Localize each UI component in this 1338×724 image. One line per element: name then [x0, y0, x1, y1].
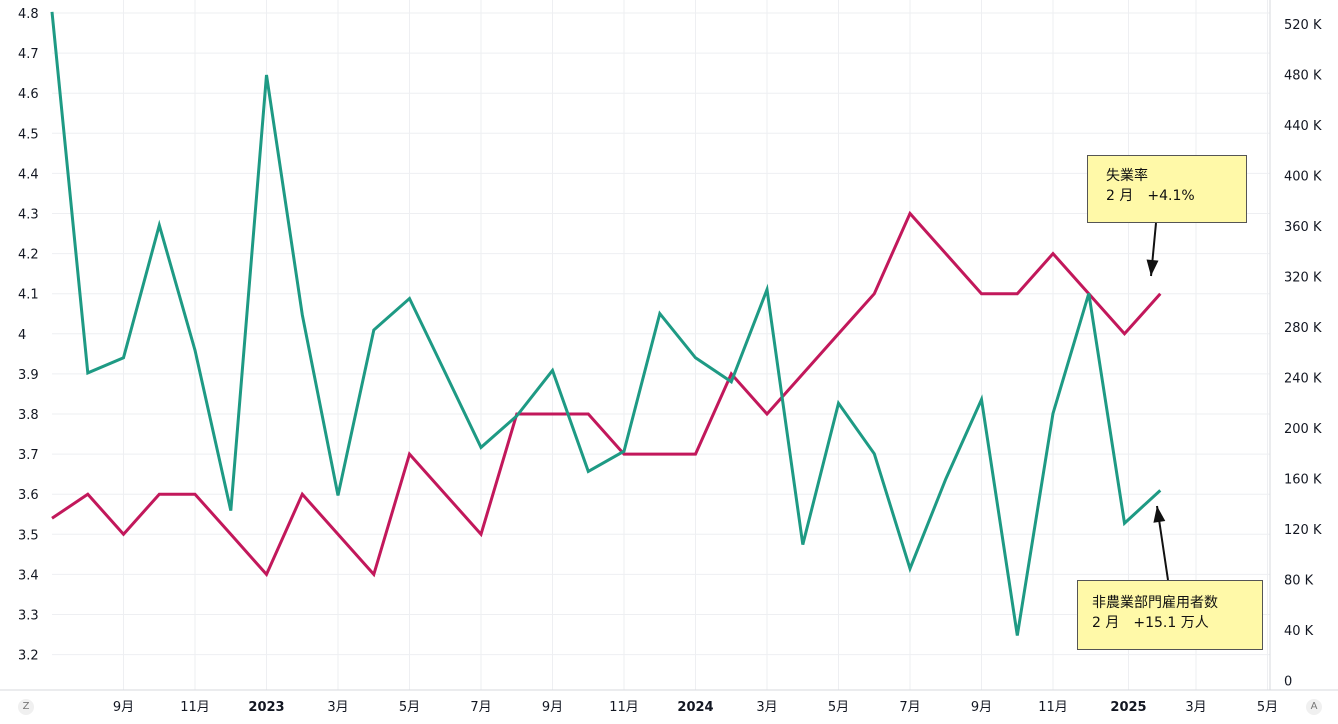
right-tick-label: 0	[1284, 675, 1292, 690]
x-tick-label: 9月	[113, 700, 134, 715]
x-tick-label: 5月	[1257, 700, 1278, 715]
right-tick-label: 520 K	[1284, 18, 1322, 33]
left-tick-label: 3.2	[18, 649, 39, 664]
annotation-payrolls-text: 2 月 +15.1 万人	[1092, 615, 1209, 631]
left-tick-label: 3.5	[18, 528, 39, 543]
x-tick-label: 2024	[677, 700, 713, 715]
arrow-payrolls-head	[1153, 506, 1166, 523]
left-tick-label: 3.3	[18, 609, 39, 624]
left-tick-label: 4.7	[18, 47, 39, 62]
right-tick-label: 400 K	[1284, 170, 1322, 185]
series-line-payrolls	[50, 11, 1162, 636]
x-tick-label: 2025	[1110, 700, 1146, 715]
x-axis: 9月 11月 2023 3月 5月 7月 9月 11月 2024 3月 5月 7月 9月 11月 2025 3…	[0, 689, 1338, 715]
x-tick-label: 9月	[542, 700, 563, 715]
annotation-payrolls: 非農業部門雇用者数 2 月 +15.1 万人	[1077, 580, 1263, 650]
left-tick-label: 3.6	[18, 488, 39, 503]
arrow-unemployment-head	[1146, 259, 1159, 276]
x-tick-label: 2023	[248, 700, 284, 715]
x-tick-label: 7月	[470, 700, 491, 715]
right-tick-label: 40 K	[1284, 624, 1314, 639]
annotation-unemployment-title: 失業率	[1106, 168, 1148, 184]
left-tick-label: 3.4	[18, 568, 39, 583]
x-tick-label: 11月	[180, 700, 210, 715]
left-tick-label: 3.8	[18, 408, 39, 423]
left-tick-label: 4.2	[18, 248, 39, 263]
x-tick-label: 3月	[1185, 700, 1206, 715]
left-tick-label: 3.7	[18, 448, 39, 463]
right-tick-label: 440 K	[1284, 119, 1322, 134]
corner-label-right[interactable]: A	[1306, 699, 1322, 715]
left-tick-label: 4.6	[18, 87, 39, 102]
left-tick-label: 4.5	[18, 127, 39, 142]
right-tick-label: 120 K	[1284, 523, 1322, 538]
right-tick-label: 80 K	[1284, 574, 1314, 589]
left-tick-label: 4.1	[18, 288, 39, 303]
x-tick-label: 9月	[971, 700, 992, 715]
right-axis: 520 K 480 K 440 K 400 K 360 K 320 K 280 K 240 K…	[1269, 0, 1322, 690]
corner-label-left[interactable]: Z	[18, 699, 34, 715]
series-line-unemployment	[51, 210, 1162, 578]
right-tick-label: 200 K	[1284, 422, 1322, 437]
x-tick-label: 3月	[327, 700, 348, 715]
left-axis: 4.8 4.7 4.6 4.5 4.4 4.3 4.2 4.1 4 3.9 3.8 3.7 3.6 3.5…	[18, 7, 39, 664]
x-tick-label: 3月	[756, 700, 777, 715]
annotation-unemployment: 失業率 2 月 +4.1%	[1087, 155, 1247, 223]
x-tick-label: 5月	[828, 700, 849, 715]
left-tick-label: 3.9	[18, 368, 39, 383]
right-tick-label: 240 K	[1284, 372, 1322, 387]
annotation-payrolls-title: 非農業部門雇用者数	[1092, 595, 1218, 611]
left-tick-label: 4.4	[18, 167, 39, 182]
annotation-unemployment-text: 2 月 +4.1%	[1106, 188, 1195, 204]
right-tick-label: 480 K	[1284, 69, 1322, 84]
right-tick-label: 320 K	[1284, 271, 1322, 286]
x-tick-label: 7月	[899, 700, 920, 715]
series-layer	[50, 11, 1162, 636]
x-tick-label: 11月	[1038, 700, 1068, 715]
right-tick-label: 160 K	[1284, 473, 1322, 488]
right-tick-label: 360 K	[1284, 220, 1322, 235]
annotation-arrows	[1146, 222, 1169, 581]
left-tick-label: 4.3	[18, 208, 39, 223]
left-tick-label: 4.8	[18, 7, 39, 22]
left-tick-label: 4	[18, 328, 26, 343]
right-tick-label: 280 K	[1284, 321, 1322, 336]
x-tick-label: 5月	[399, 700, 420, 715]
x-tick-label: 11月	[609, 700, 639, 715]
